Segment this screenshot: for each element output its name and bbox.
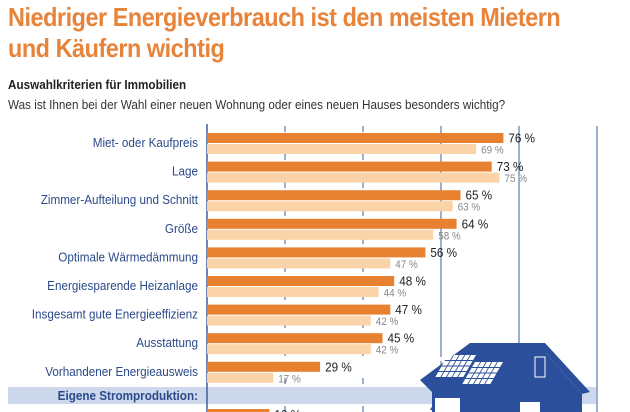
- category-label: Vorhandener Energieausweis: [45, 364, 198, 379]
- bar-series-1: [207, 276, 395, 286]
- category-label: Optimale Wärmedämmung: [58, 250, 198, 265]
- data-label: 29 %: [325, 360, 352, 375]
- bar-series-1: [207, 133, 504, 143]
- bar-series-1: [207, 333, 383, 344]
- data-label: 45 %: [388, 331, 415, 346]
- data-label: 58 %: [438, 231, 461, 243]
- category-label: Miet- oder Kaufpreis: [93, 135, 198, 150]
- bar-series-2: [207, 344, 371, 355]
- data-label: 69 %: [481, 145, 504, 157]
- data-label: 17 %: [278, 374, 301, 386]
- data-label: 47 %: [395, 303, 422, 318]
- bar-series-1: [207, 361, 321, 372]
- chart-title: Niedriger Energieverbrauch ist den meist…: [8, 2, 566, 64]
- category-label: Lage: [172, 164, 198, 179]
- bar-series-1: [207, 247, 426, 258]
- category-label: Insgesamt gute Energieeffizienz: [32, 307, 198, 322]
- category-label: Zimmer-Aufteilung und Schnitt: [41, 193, 199, 208]
- data-label: 42 %: [376, 345, 399, 357]
- chart-subtitle: Auswahlkriterien für Immobilien: [8, 77, 187, 92]
- data-label: 16 %: [274, 407, 301, 412]
- survey-question: Was ist Ihnen bei der Wahl einer neuen W…: [8, 97, 506, 112]
- data-label: 44 %: [384, 288, 407, 300]
- data-label: 75 %: [505, 174, 528, 186]
- solar-house-icon: [420, 343, 590, 412]
- bar-series-2: [207, 315, 371, 326]
- title-line-2: und Käufern wichtig: [8, 33, 225, 63]
- data-label: 42 %: [376, 317, 399, 329]
- bar-series-2: [207, 229, 434, 240]
- data-label: 73 %: [497, 160, 524, 175]
- section-label: Eigene Stromproduktion:: [58, 388, 198, 403]
- category-label: Energiesparende Heizanlage: [47, 278, 198, 293]
- bar-section-series-1: [207, 409, 270, 412]
- bar-series-1: [207, 161, 492, 172]
- bar-series-1: [207, 304, 391, 315]
- title-line-1: Niedriger Energieverbrauch ist den meist…: [8, 2, 561, 32]
- bar-series-2: [207, 201, 453, 212]
- bar-series-2: [207, 287, 379, 297]
- data-label: 63 %: [458, 202, 481, 214]
- data-label: 56 %: [430, 245, 457, 260]
- bar-series-2: [207, 172, 500, 183]
- data-label: 64 %: [462, 217, 489, 232]
- category-label: Ausstattung: [136, 336, 198, 351]
- solar-panel-icon: [462, 362, 503, 384]
- bar-series-2: [207, 144, 477, 154]
- bar-series-1: [207, 218, 457, 229]
- bar-series-2: [207, 372, 274, 383]
- data-label: 47 %: [395, 259, 418, 271]
- bar-series-2: [207, 258, 391, 269]
- category-label: Größe: [165, 221, 198, 236]
- data-label: 65 %: [466, 188, 493, 203]
- solar-panel-icon: [435, 355, 476, 377]
- bar-series-1: [207, 190, 461, 201]
- data-label: 48 %: [399, 274, 426, 289]
- data-label: 76 %: [508, 131, 535, 146]
